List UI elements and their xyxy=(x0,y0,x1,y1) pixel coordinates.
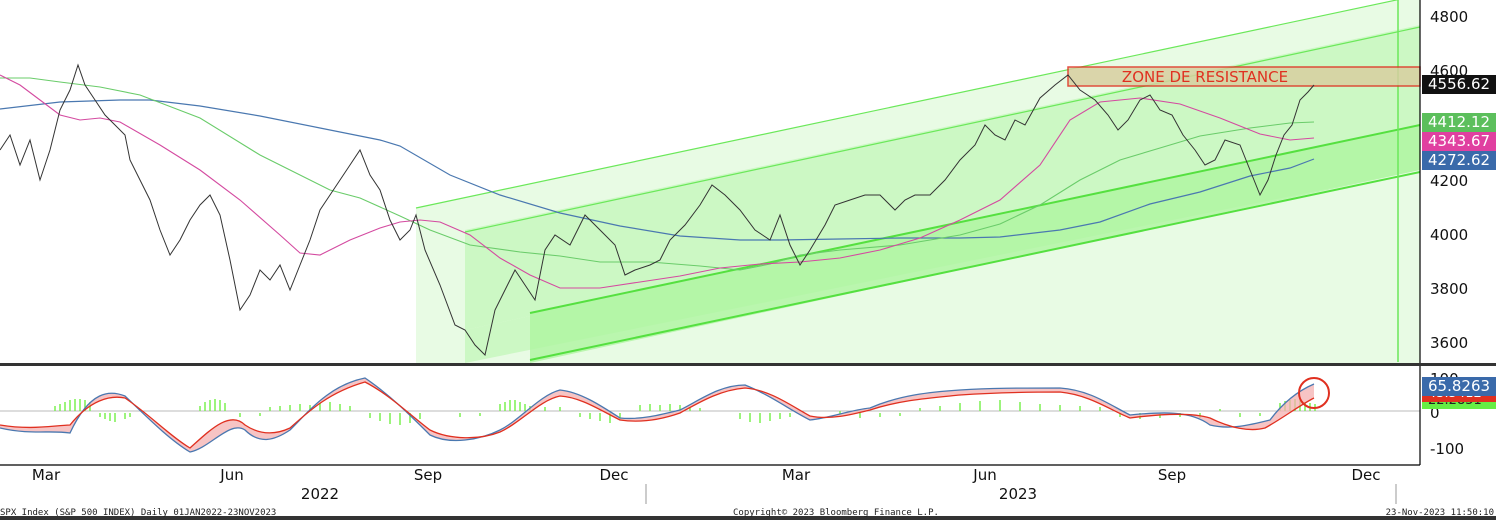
ma200-line xyxy=(0,99,1315,241)
resistance-label: ZONE DE RESISTANCE xyxy=(1122,68,1288,86)
svg-text:2022: 2022 xyxy=(301,485,339,503)
ma50-tag: 4343.67 xyxy=(1422,132,1496,151)
svg-text:Mar: Mar xyxy=(782,466,811,484)
ma100-line xyxy=(0,77,1315,271)
price-bars xyxy=(0,63,1315,356)
price-last-tag: 4556.62 xyxy=(1422,75,1496,94)
macd-cloud xyxy=(0,378,1314,452)
macd-panel: 100 0 -100 xyxy=(0,366,1464,466)
svg-text:3600: 3600 xyxy=(1430,334,1468,352)
time-axis: Mar Jun Sep Dec Mar Jun Sep Dec 2022 202… xyxy=(32,466,1397,504)
footer-copyright: Copyright© 2023 Bloomberg Finance L.P. xyxy=(733,508,939,518)
signal-line xyxy=(0,381,1315,449)
svg-text:4200: 4200 xyxy=(1430,172,1468,190)
svg-text:4800: 4800 xyxy=(1430,8,1468,26)
svg-text:Jun: Jun xyxy=(219,466,243,484)
svg-text:Jun: Jun xyxy=(972,466,996,484)
svg-text:Sep: Sep xyxy=(1158,466,1186,484)
panel-divider[interactable] xyxy=(0,363,1496,366)
svg-text:Dec: Dec xyxy=(599,466,628,484)
macd-histogram xyxy=(54,399,1316,425)
moving-averages xyxy=(0,74,1315,289)
macd-line xyxy=(0,377,1315,453)
regression-channel xyxy=(415,0,1421,363)
footer-timestamp: 23-Nov-2023 11:50:10 xyxy=(1385,508,1494,518)
price-axis: 4800 4600 4400 4200 4000 3800 3600 xyxy=(1419,0,1468,363)
svg-text:4000: 4000 xyxy=(1430,226,1468,244)
svg-text:Sep: Sep xyxy=(414,466,442,484)
ma100-tag: 4412.12 xyxy=(1422,113,1496,132)
svg-text:3800: 3800 xyxy=(1430,280,1468,298)
macd-tag: 65.8263 xyxy=(1422,377,1496,396)
footer-security: SPX Index (S&P 500 INDEX) Daily 01JAN202… xyxy=(0,508,277,518)
svg-text:-100: -100 xyxy=(1430,440,1464,458)
svg-text:Dec: Dec xyxy=(1351,466,1380,484)
svg-text:Mar: Mar xyxy=(32,466,61,484)
crossover-highlight-circle xyxy=(1298,377,1330,409)
svg-text:2023: 2023 xyxy=(999,485,1037,503)
resistance-zone: ZONE DE RESISTANCE xyxy=(1067,66,1421,87)
ma200-tag: 4272.62 xyxy=(1422,151,1496,170)
svg-text:0: 0 xyxy=(1430,404,1440,422)
ma50-line xyxy=(0,74,1315,289)
